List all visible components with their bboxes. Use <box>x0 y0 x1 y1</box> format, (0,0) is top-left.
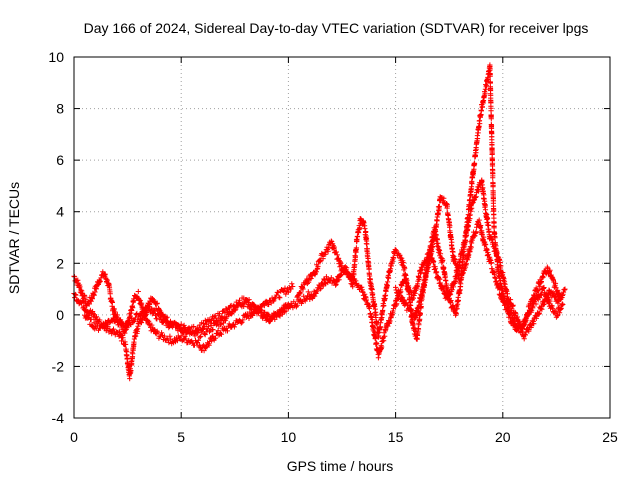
data-series <box>71 62 568 382</box>
series-markers <box>393 194 566 334</box>
series-track-f <box>393 194 566 334</box>
x-axis-label: GPS time / hours <box>287 458 394 474</box>
series-markers <box>82 289 313 336</box>
x-tick-label: 20 <box>495 429 511 445</box>
y-tick-label: 10 <box>48 49 64 65</box>
x-tick-label: 10 <box>281 429 297 445</box>
y-tick-label: 6 <box>56 152 64 168</box>
grid <box>74 57 610 418</box>
y-tick-label: 4 <box>56 204 64 220</box>
y-tick-label: 0 <box>56 307 64 323</box>
series-markers <box>307 177 568 361</box>
y-tick-label: -2 <box>52 358 65 374</box>
x-tick-label: 5 <box>177 429 185 445</box>
chart-title: Day 166 of 2024, Sidereal Day-to-day VTE… <box>84 20 589 36</box>
y-tick-label: 2 <box>56 255 64 271</box>
x-tick-label: 15 <box>388 429 404 445</box>
x-tick-label: 0 <box>70 429 78 445</box>
series-track-e <box>307 177 568 361</box>
axes: 0 5 10 15 20 25 -4 -2 0 2 4 6 8 10 <box>48 49 618 445</box>
series-markers <box>294 62 564 342</box>
y-axis-label: SDTVAR / TECUs <box>6 182 22 294</box>
series-track-c <box>82 289 313 336</box>
y-tick-label: 8 <box>56 101 64 117</box>
plot-frame <box>73 56 611 419</box>
y-tick-label: -4 <box>52 410 65 426</box>
x-tick-label: 25 <box>602 429 618 445</box>
series-track-d <box>294 62 564 342</box>
